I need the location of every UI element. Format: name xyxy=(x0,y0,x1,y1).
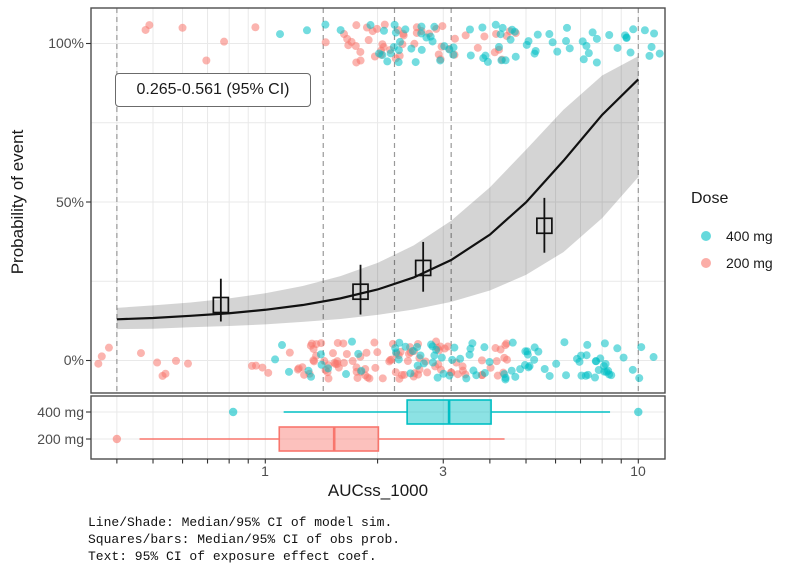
x-axis-title: AUCss_1000 xyxy=(327,481,429,500)
ci-annotation-box: 0.265-0.561 (95% CI) xyxy=(115,73,311,107)
x-tick-label-3: 3 xyxy=(439,463,447,479)
caption-line-1: Line/Shade: Median/95% CI of model sim. xyxy=(88,515,393,530)
x-tick-label-1: 1 xyxy=(261,463,269,479)
caption-line-2: Squares/bars: Median/95% CI of obs prob. xyxy=(88,532,401,547)
y-tick-label-50: 50% xyxy=(55,194,84,210)
row-label-200mg: 200 mg xyxy=(37,431,84,447)
caption-line-3: Text: 95% CI of exposure effect coef. xyxy=(88,549,377,564)
legend-item-400mg: 400 mg xyxy=(726,228,773,244)
legend-item-200mg: 200 mg xyxy=(726,255,773,271)
dose-400-dot-icon xyxy=(701,231,711,241)
legend-title: Dose xyxy=(691,190,729,207)
y-tick-label-0: 0% xyxy=(63,352,84,368)
x-tick-label-10: 10 xyxy=(630,463,646,479)
y-axis-title: Probability of event xyxy=(8,129,27,275)
y-tick-label-100: 100% xyxy=(48,35,84,51)
row-label-400mg: 400 mg xyxy=(37,404,84,420)
dose-200-dot-icon xyxy=(701,258,711,268)
